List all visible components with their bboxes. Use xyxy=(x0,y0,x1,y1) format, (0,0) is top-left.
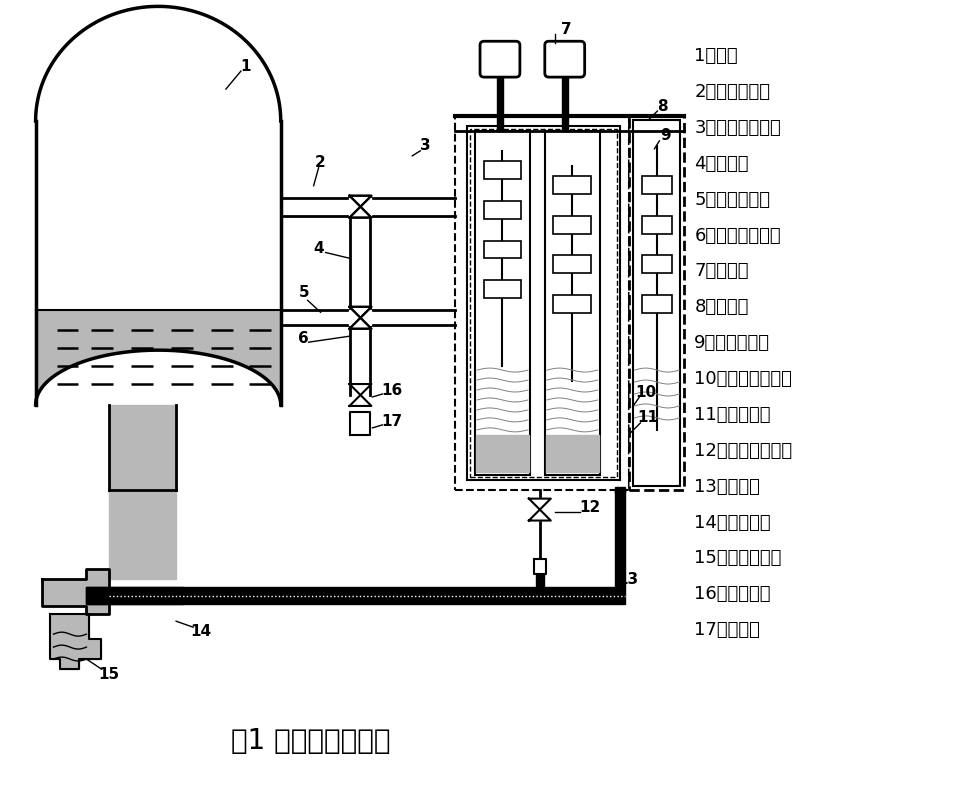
Polygon shape xyxy=(350,198,371,325)
Polygon shape xyxy=(615,487,625,493)
Bar xyxy=(455,116,630,490)
Bar xyxy=(553,216,591,234)
Polygon shape xyxy=(87,587,183,604)
Text: 图1 气泡水位示例图: 图1 气泡水位示例图 xyxy=(231,727,390,754)
Polygon shape xyxy=(534,560,546,575)
Text: 1、汽包: 1、汽包 xyxy=(694,47,738,65)
Bar xyxy=(553,255,591,273)
Polygon shape xyxy=(529,509,550,520)
Polygon shape xyxy=(35,310,281,405)
Polygon shape xyxy=(349,206,372,217)
Bar xyxy=(468,126,620,480)
Text: 17、排污管: 17、排污管 xyxy=(694,621,760,639)
Text: 10、饱和汽伴热管: 10、饱和汽伴热管 xyxy=(694,370,793,388)
Polygon shape xyxy=(562,76,568,131)
Text: 4、平衡管: 4、平衡管 xyxy=(694,155,749,173)
Polygon shape xyxy=(42,569,109,614)
Text: 1: 1 xyxy=(241,59,251,74)
Polygon shape xyxy=(281,310,455,325)
Text: 12: 12 xyxy=(579,500,600,515)
Text: 13、排水管: 13、排水管 xyxy=(694,477,760,495)
Polygon shape xyxy=(349,384,372,395)
Polygon shape xyxy=(349,318,372,329)
Text: 11、测量水柱: 11、测量水柱 xyxy=(694,406,771,424)
Polygon shape xyxy=(349,195,372,206)
Bar xyxy=(483,201,521,218)
Text: 3: 3 xyxy=(420,138,430,153)
Text: 9、水位计表体: 9、水位计表体 xyxy=(694,334,770,352)
Bar xyxy=(545,131,599,475)
Polygon shape xyxy=(349,198,372,216)
Polygon shape xyxy=(50,614,102,669)
Text: 15: 15 xyxy=(99,666,120,681)
Polygon shape xyxy=(349,307,372,318)
FancyBboxPatch shape xyxy=(545,42,585,77)
Polygon shape xyxy=(349,310,372,325)
Polygon shape xyxy=(615,490,625,587)
Text: 4: 4 xyxy=(313,241,324,256)
Bar xyxy=(470,129,617,476)
Text: 6: 6 xyxy=(299,330,309,345)
Bar xyxy=(642,216,671,234)
Polygon shape xyxy=(536,575,544,587)
Text: 2、汽测取样管: 2、汽测取样管 xyxy=(694,83,770,101)
Polygon shape xyxy=(349,206,372,217)
Bar xyxy=(475,131,530,475)
Polygon shape xyxy=(349,195,372,206)
Text: 15、汽包下降管: 15、汽包下降管 xyxy=(694,550,782,568)
Text: 5: 5 xyxy=(299,285,309,300)
Text: 5、水侧取样管: 5、水侧取样管 xyxy=(694,191,770,209)
Bar xyxy=(633,120,680,486)
Polygon shape xyxy=(349,318,372,329)
Polygon shape xyxy=(350,412,371,435)
Bar xyxy=(553,295,591,313)
FancyBboxPatch shape xyxy=(480,42,520,77)
Text: 3、汽侧取样阀门: 3、汽侧取样阀门 xyxy=(694,119,781,137)
Text: 11: 11 xyxy=(637,411,658,425)
Polygon shape xyxy=(529,498,550,509)
Text: 16、排污阀门: 16、排污阀门 xyxy=(694,586,771,604)
Bar xyxy=(642,295,671,313)
Bar xyxy=(483,240,521,258)
Bar xyxy=(630,116,684,490)
Polygon shape xyxy=(109,405,176,579)
Text: 2: 2 xyxy=(315,155,326,170)
Polygon shape xyxy=(281,198,455,216)
Bar xyxy=(553,176,591,194)
Bar xyxy=(483,161,521,179)
Polygon shape xyxy=(350,325,371,395)
Polygon shape xyxy=(546,435,598,472)
Text: 8、光源筱: 8、光源筱 xyxy=(694,298,749,316)
Text: 17: 17 xyxy=(382,414,403,429)
Text: 14、排水阀门: 14、排水阀门 xyxy=(694,513,771,531)
Text: 16: 16 xyxy=(382,382,403,397)
Text: 12、补偿调节阀门: 12、补偿调节阀门 xyxy=(694,442,793,460)
Polygon shape xyxy=(349,395,372,406)
Bar xyxy=(642,176,671,194)
Text: 8: 8 xyxy=(657,98,668,114)
Polygon shape xyxy=(109,587,625,604)
Bar xyxy=(642,255,671,273)
Bar xyxy=(483,280,521,298)
Polygon shape xyxy=(349,307,372,318)
Text: 7、冷凝罐: 7、冷凝罐 xyxy=(694,262,749,280)
Text: 7: 7 xyxy=(561,22,572,37)
Text: 6、水侧取样阀门: 6、水侧取样阀门 xyxy=(694,227,781,245)
Text: 14: 14 xyxy=(190,623,212,639)
Polygon shape xyxy=(497,76,503,131)
Text: 13: 13 xyxy=(617,571,638,587)
Text: 9: 9 xyxy=(660,129,671,144)
Text: 10: 10 xyxy=(634,385,656,400)
Polygon shape xyxy=(87,587,109,604)
Polygon shape xyxy=(476,435,529,472)
